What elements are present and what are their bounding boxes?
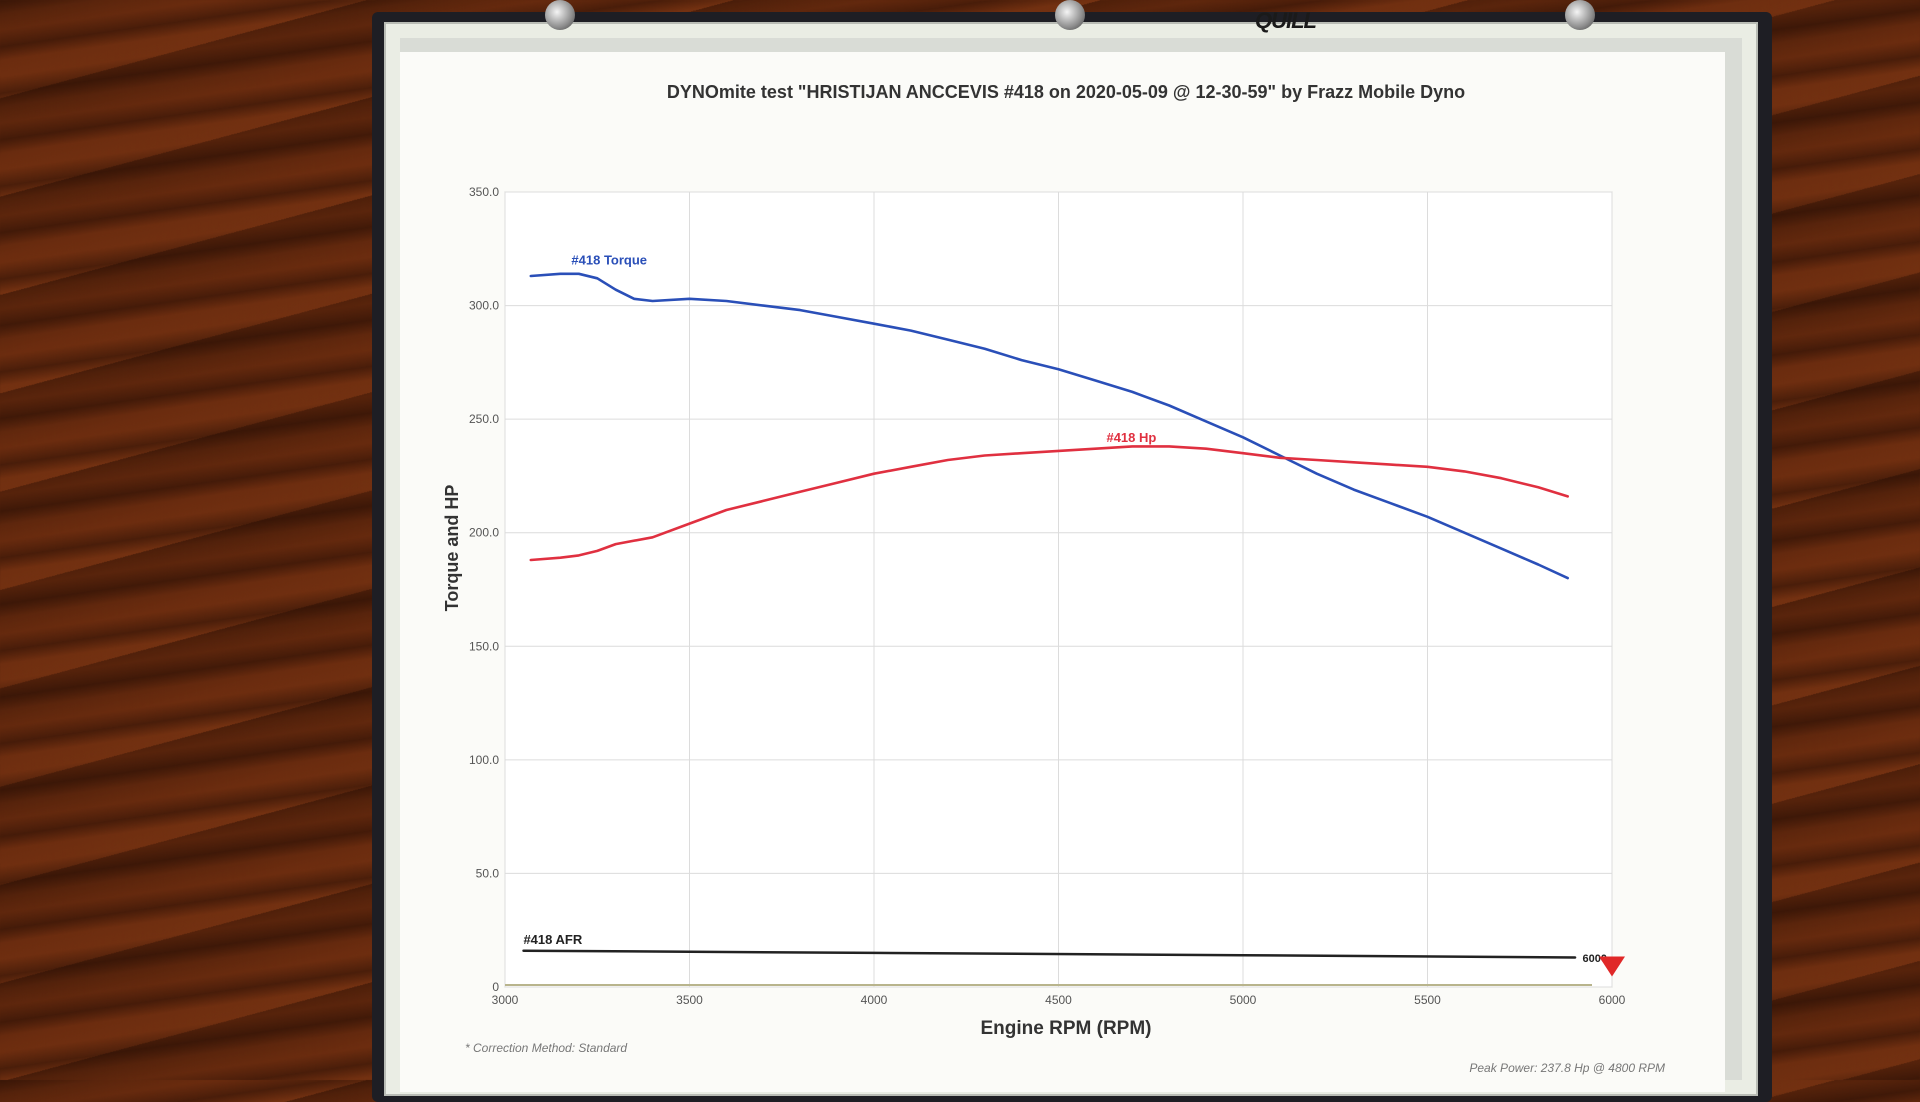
axes: 3000 3500 4000 4500 5000 5500 6000 0 50.0 100.0 15… xyxy=(469,185,1626,1007)
series-line-hp xyxy=(529,445,1569,562)
x-tick-label: 3000 xyxy=(492,993,519,1007)
peak-power-note: Peak Power: 237.8 Hp @ 4800 RPM xyxy=(1469,1061,1665,1075)
series: #418 Torque #418 Hp #418 AFR 6000 xyxy=(522,253,1625,977)
binder-ring xyxy=(545,0,575,30)
chart-title: DYNOmite test "HRISTIJAN ANCCEVIS #418 o… xyxy=(667,82,1465,102)
x-tick-label: 6000 xyxy=(1599,993,1626,1007)
x-tick-label: 4500 xyxy=(1045,993,1072,1007)
x-tick-label: 5000 xyxy=(1230,993,1257,1007)
series-line-afr xyxy=(522,949,1577,959)
grid xyxy=(504,191,1613,988)
rpm-marker-triangle xyxy=(1599,956,1625,977)
y-tick-label: 100.0 xyxy=(469,753,499,767)
x-axis-label: Engine RPM (RPM) xyxy=(981,1018,1152,1039)
series-label-hp: #418 Hp xyxy=(1106,430,1156,445)
brand-logo: QUILL xyxy=(1255,8,1317,33)
x-tick-label: 4000 xyxy=(861,993,888,1007)
y-tick-label: 250.0 xyxy=(469,412,499,426)
y-tick-label: 200.0 xyxy=(469,526,499,540)
x-tick-label: 3500 xyxy=(676,993,703,1007)
series-label-torque: #418 Torque xyxy=(571,253,647,268)
binder-ring xyxy=(1055,0,1085,30)
series-label-afr: #418 AFR xyxy=(523,932,582,947)
y-axis-label: Torque and HP xyxy=(442,485,462,612)
y-tick-label: 0 xyxy=(492,980,499,994)
y-tick-label: 150.0 xyxy=(469,639,499,653)
y-tick-label: 50.0 xyxy=(476,866,500,880)
binder-ring xyxy=(1565,0,1595,30)
y-tick-label: 300.0 xyxy=(469,299,499,313)
y-tick-label: 350.0 xyxy=(469,185,499,199)
correction-note: * Correction Method: Standard xyxy=(465,1041,627,1055)
afr-end-label: 6000 xyxy=(1582,953,1606,965)
x-tick-label: 5500 xyxy=(1414,993,1441,1007)
series-line-torque xyxy=(529,272,1569,580)
